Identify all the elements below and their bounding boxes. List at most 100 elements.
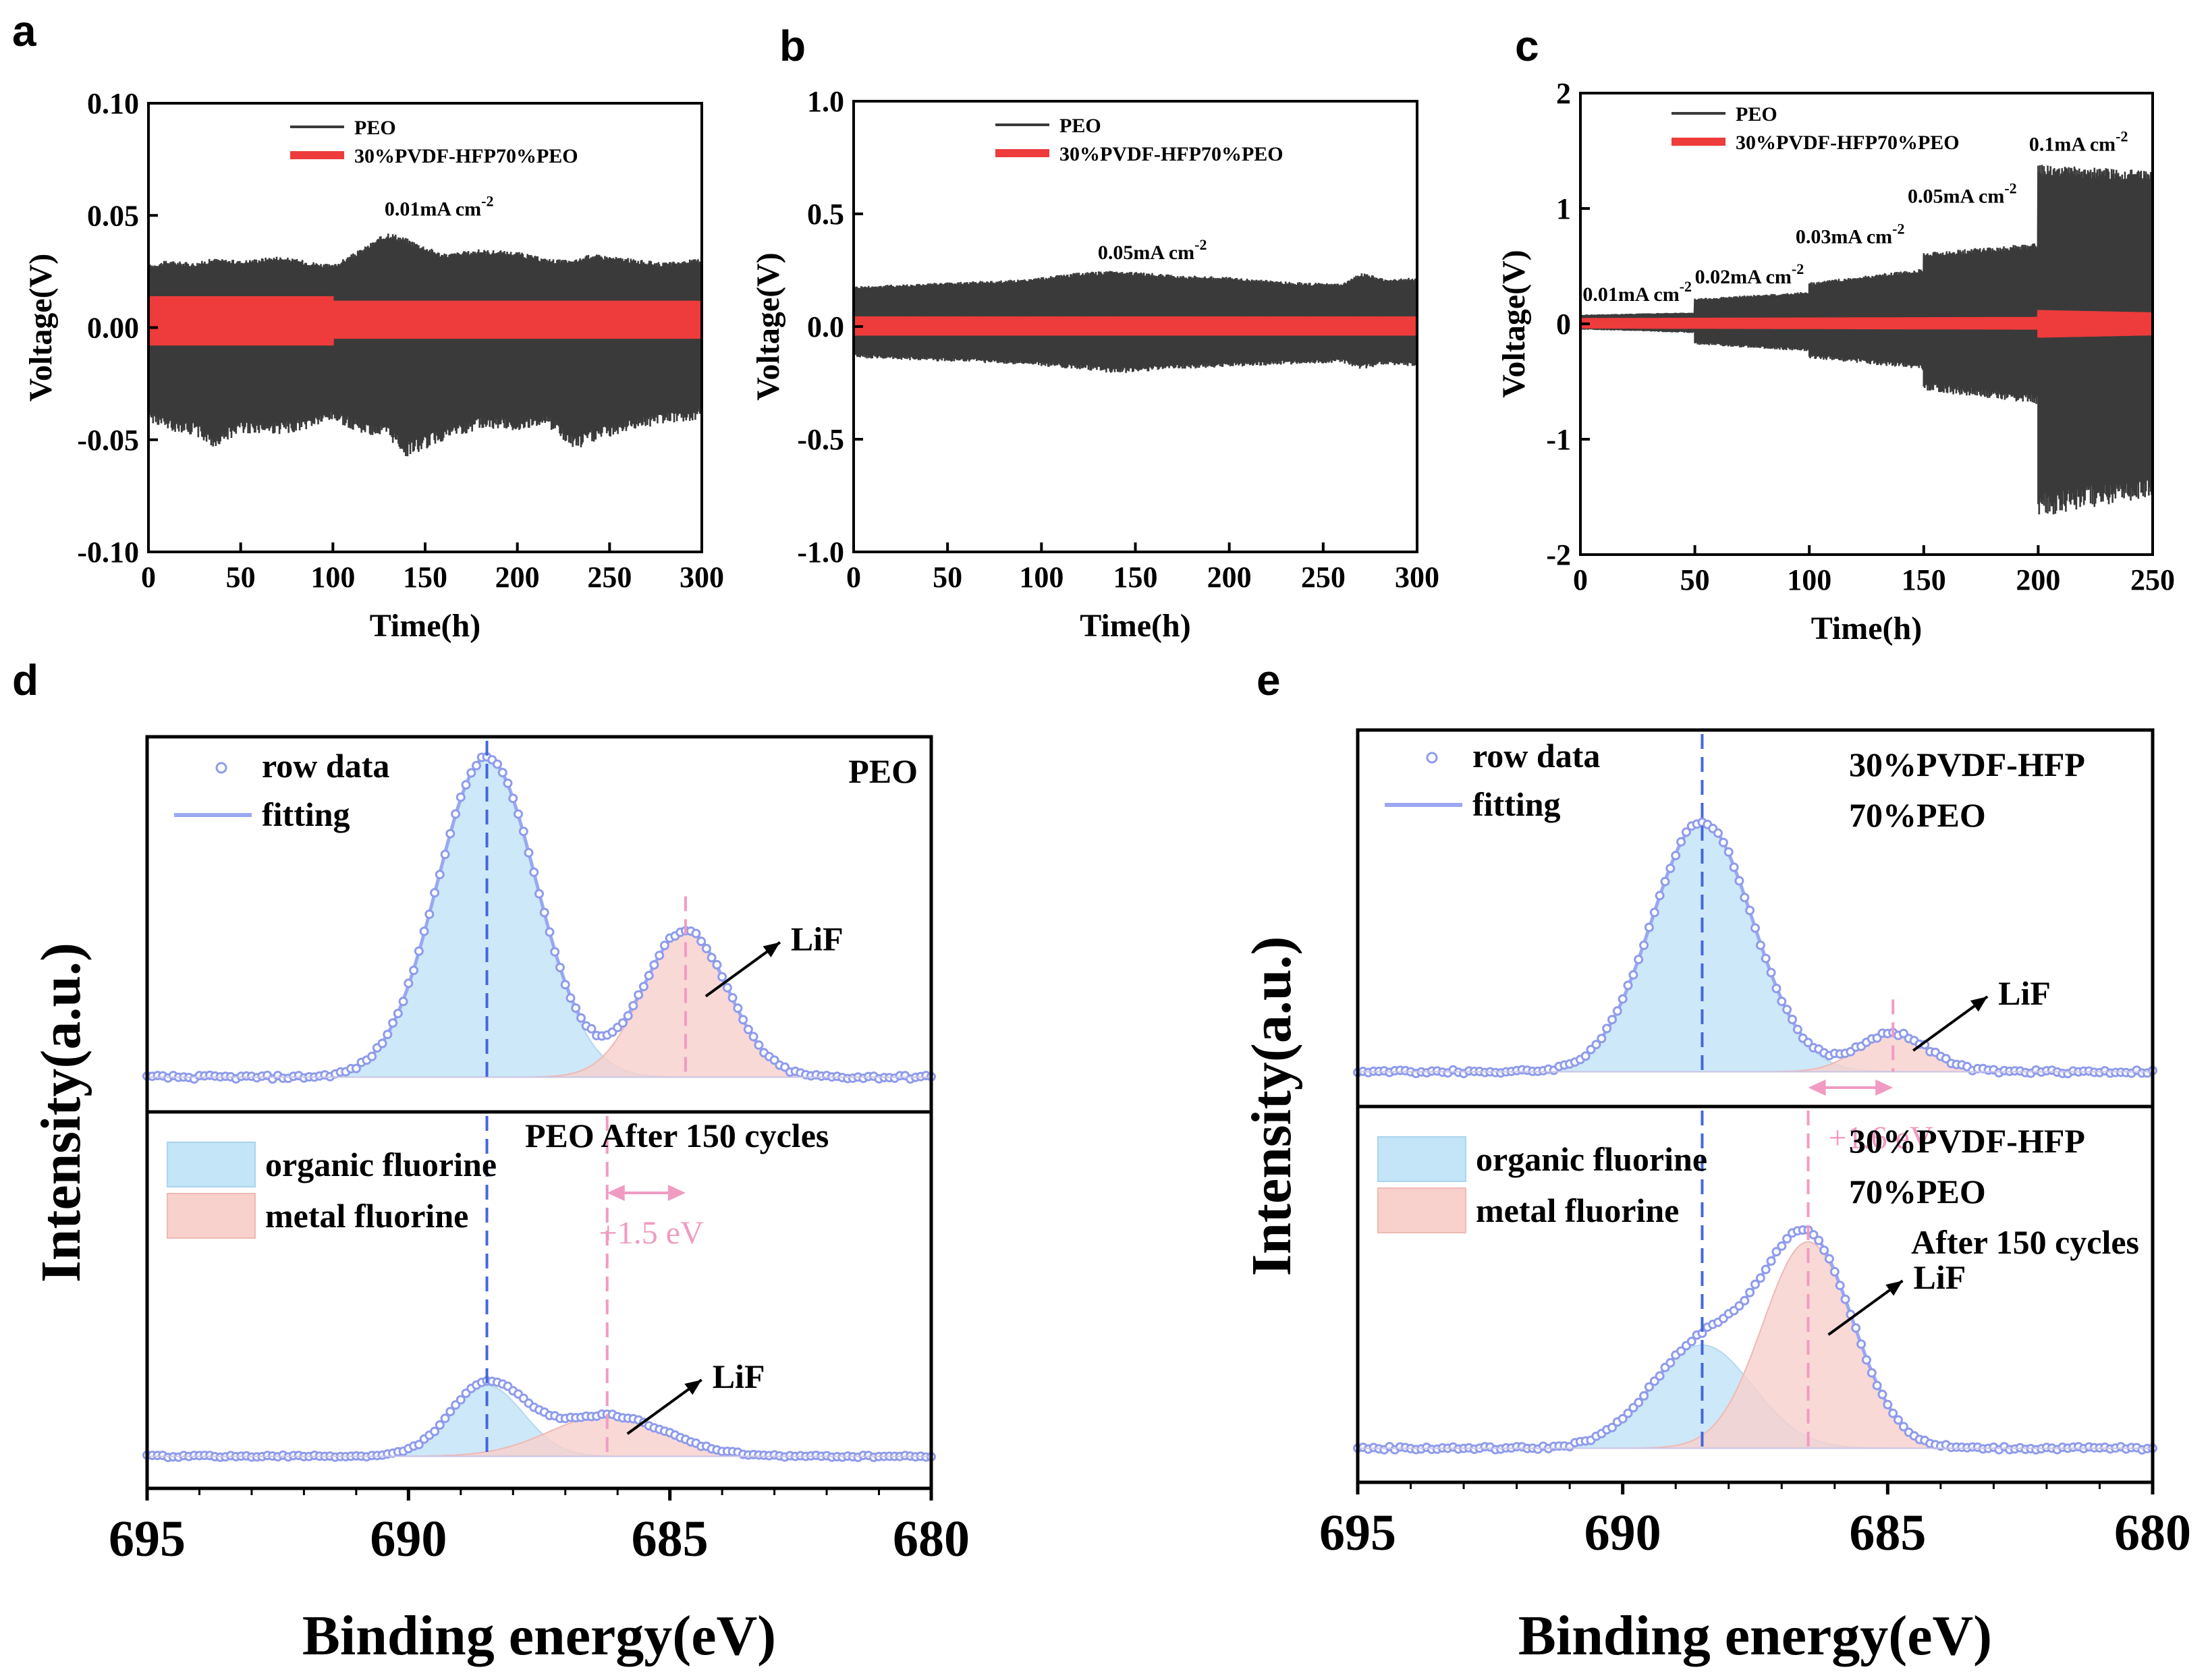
raw-data-point: [1686, 1337, 1696, 1347]
raw-data-point: [655, 951, 665, 961]
raw-data-point: [461, 780, 471, 790]
superscript: -2: [1680, 278, 1692, 295]
current-density-label: 0.05mA cm-2: [1908, 179, 2017, 207]
x-tick-label: 250: [2130, 563, 2175, 596]
x-tick-label: 250: [587, 561, 632, 594]
raw-data-point: [451, 809, 461, 819]
legend-label: 30%PVDF-HFP70%PEO: [1059, 143, 1283, 165]
raw-data-point: [493, 759, 502, 769]
raw-data-point: [696, 936, 707, 947]
lif-arrow-head: [1970, 997, 1988, 1012]
panel-b: b 0 50 100 150 200 250 300 -1.0 -0.5 0.0 0.5 1.0 Time…: [750, 22, 1439, 644]
raw-data-point: [717, 972, 727, 982]
raw-data-point: [1851, 1323, 1861, 1333]
raw-data-point: [1782, 1005, 1792, 1015]
metal-fluorine-area: [1358, 1241, 2153, 1449]
raw-data-point: [1888, 1408, 1898, 1418]
shift-arrow-head: [1808, 1080, 1826, 1096]
lif-arrow-head: [763, 942, 780, 957]
raw-data-point: [1835, 1281, 1845, 1291]
raw-data-point: [1740, 893, 1750, 903]
x-tick-label: 200: [2016, 563, 2060, 596]
series-blend-trace: [147, 296, 703, 346]
raw-data-point: [712, 959, 722, 970]
raw-data-point: [555, 963, 565, 972]
legend-organic-swatch: [167, 1142, 256, 1187]
raw-data-point: [1808, 1230, 1819, 1240]
series-peo-trace: [1579, 165, 2154, 515]
legend-label: metal fluorine: [265, 1197, 468, 1235]
sample-label: 30%PVDF-HFP: [1849, 1122, 2085, 1160]
raw-data-point: [1856, 1339, 1867, 1349]
raw-data-point: [1580, 1051, 1591, 1061]
x-tick-label: 690: [370, 1511, 447, 1567]
current-density-label: 0.01mA cm-2: [1582, 278, 1692, 306]
raw-data-point: [1819, 1245, 1829, 1256]
raw-data-point: [754, 1040, 764, 1050]
raw-data-point: [404, 978, 414, 988]
x-tick-label: 100: [1787, 563, 1831, 596]
x-tick-label: 150: [403, 561, 447, 594]
panel-a: a 0 50 100 150 200 250 300 -0.10 -0.05 0.00 0.05 0.1…: [12, 7, 724, 644]
x-tick-label: 150: [1113, 561, 1158, 594]
raw-data-point: [1634, 955, 1644, 965]
superscript: -2: [2116, 128, 2128, 145]
x-tick-label: 0: [846, 561, 861, 594]
y-tick-label: -0.10: [77, 536, 139, 569]
current-density-label: 0.01mA cm-2: [385, 192, 494, 220]
raw-data-point: [659, 941, 669, 951]
raw-data-point: [644, 970, 654, 980]
raw-data-point: [1644, 922, 1654, 932]
x-tick-label: 690: [1584, 1505, 1661, 1561]
raw-data-point: [414, 1440, 424, 1450]
raw-data-point: [565, 993, 576, 1003]
raw-data-point: [388, 1018, 398, 1028]
x-axis-label: Time(h): [1080, 608, 1190, 644]
raw-data-point: [1639, 941, 1649, 950]
raw-data-point: [617, 1018, 628, 1028]
y-tick-label: -0.05: [77, 424, 139, 457]
raw-data-point: [1745, 1287, 1755, 1297]
raw-data-point: [628, 1001, 638, 1011]
raw-data-point: [638, 982, 648, 992]
legend-label: PEO: [354, 117, 396, 139]
current-density-label: 0.05mA cm-2: [1098, 236, 1207, 264]
x-tick-label: 680: [2114, 1505, 2191, 1561]
panel-d: d LiF PEO LiF +1.5 eV PEO After 150 cycles row…: [12, 656, 970, 1667]
legend-label: PEO: [1736, 103, 1777, 125]
raw-data-point: [576, 1013, 586, 1023]
raw-data-point: [1623, 1408, 1633, 1418]
raw-data-point: [1761, 1264, 1771, 1275]
x-tick-label: 695: [109, 1511, 186, 1567]
raw-data-point: [1644, 1382, 1654, 1392]
y-axis-label: Voltage(V): [750, 252, 786, 401]
y-axis-label: Intensity(a.u.): [1240, 936, 1303, 1276]
x-tick-label: 685: [632, 1511, 709, 1567]
raw-data-point: [1750, 923, 1760, 933]
x-tick-label: 685: [1849, 1505, 1926, 1561]
raw-data-point: [440, 1413, 450, 1424]
y-tick-label: -0.5: [797, 423, 844, 456]
raw-data-point: [1660, 876, 1670, 887]
raw-data-point: [430, 888, 440, 898]
raw-data-point: [1734, 876, 1744, 886]
x-tick-label: 50: [1680, 563, 1710, 596]
raw-data-point: [1607, 1422, 1617, 1432]
raw-data-point: [571, 1003, 581, 1013]
subplot-frame: [1356, 1104, 2155, 1484]
sample-label: 30%PVDF-HFP: [1849, 746, 2085, 783]
raw-data-point: [545, 927, 555, 937]
raw-data-point: [518, 827, 528, 837]
y-axis-label: Voltage(V): [23, 254, 59, 402]
raw-data-point: [1628, 970, 1638, 980]
legend-label: organic fluorine: [1476, 1140, 1707, 1178]
raw-data-point: [1676, 837, 1686, 847]
raw-data-point: [748, 1032, 758, 1042]
raw-data-point: [424, 909, 435, 920]
raw-data-point: [623, 1011, 633, 1021]
raw-data-point: [539, 907, 549, 918]
raw-data-point: [1740, 1295, 1750, 1306]
raw-data-point: [1649, 1376, 1659, 1387]
raw-data-point: [1602, 1024, 1612, 1034]
panel-letter-c: c: [1515, 22, 1539, 70]
